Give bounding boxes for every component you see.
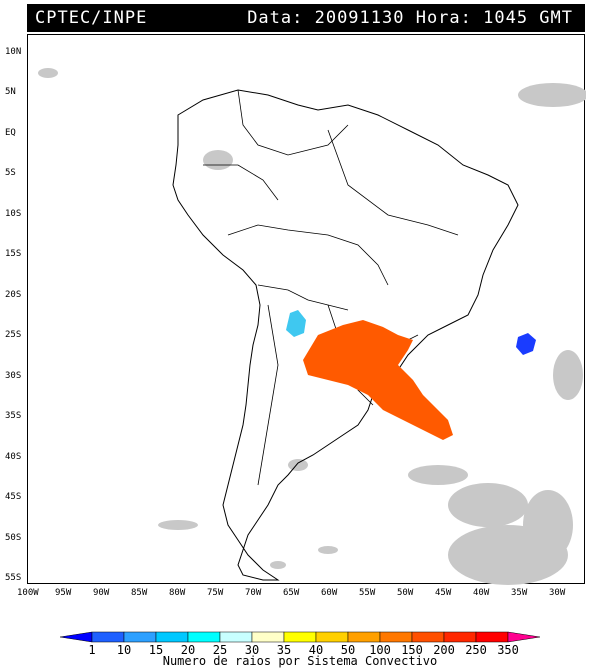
lon-label: 80W bbox=[169, 588, 186, 598]
colorbar bbox=[59, 631, 541, 643]
colorbar-swatch bbox=[347, 631, 381, 643]
colorbar-tick-label: 50 bbox=[340, 643, 356, 657]
lat-label: 10S bbox=[5, 209, 22, 219]
colorbar-swatch bbox=[155, 631, 189, 643]
colorbar-title: Numero de raios por Sistema Convectivo bbox=[162, 654, 438, 668]
colorbar-swatch bbox=[315, 631, 349, 643]
map-header: CPTEC/INPE Data: 20091130 Hora: 1045 GMT bbox=[27, 4, 585, 32]
colorbar-swatch bbox=[283, 631, 317, 643]
colorbar-swatch bbox=[379, 631, 413, 643]
colorbar-tick-label: 30 bbox=[244, 643, 260, 657]
colorbar-swatch bbox=[507, 631, 541, 643]
lon-label: 60W bbox=[321, 588, 338, 598]
south-america-map bbox=[38, 68, 586, 585]
colorbar-tick-label: 200 bbox=[433, 643, 455, 657]
lon-label: 30W bbox=[549, 588, 566, 598]
lon-label: 85W bbox=[131, 588, 148, 598]
colorbar-tick-label: 250 bbox=[465, 643, 487, 657]
colorbar-swatch bbox=[187, 631, 221, 643]
colorbar-tick-label: 100 bbox=[369, 643, 391, 657]
source-label: CPTEC/INPE bbox=[35, 8, 148, 28]
lat-label: 40S bbox=[5, 452, 22, 462]
colorbar-tick-label: 10 bbox=[116, 643, 132, 657]
lat-label: 5N bbox=[5, 87, 16, 97]
orange-system bbox=[303, 320, 453, 440]
lat-label: 20S bbox=[5, 290, 22, 300]
lat-label: 50S bbox=[5, 533, 22, 543]
colorbar-tick-label: 150 bbox=[401, 643, 423, 657]
lon-label: 50W bbox=[397, 588, 414, 598]
lon-label: 35W bbox=[511, 588, 528, 598]
lon-label: 45W bbox=[435, 588, 452, 598]
lat-label: 25S bbox=[5, 330, 22, 340]
cyan-system bbox=[286, 310, 306, 337]
colorbar-swatch bbox=[251, 631, 285, 643]
lon-label: 95W bbox=[55, 588, 72, 598]
lat-label: 30S bbox=[5, 371, 22, 381]
lat-label: 5S bbox=[5, 168, 16, 178]
lat-label: 55S bbox=[5, 573, 22, 583]
lat-label: 15S bbox=[5, 249, 22, 259]
colorbar-swatch bbox=[219, 631, 253, 643]
colorbar-swatch bbox=[59, 631, 93, 643]
lat-label: 35S bbox=[5, 411, 22, 421]
map-panel: 10N 5N EQ 5S 10S 15S 20S 25S 30S 35S 40S… bbox=[5, 34, 586, 585]
blue-system bbox=[516, 333, 536, 355]
lon-label: 70W bbox=[245, 588, 262, 598]
lon-label: 100W bbox=[17, 588, 39, 598]
lat-label: 10N bbox=[5, 47, 22, 57]
country-borders bbox=[203, 89, 459, 486]
colorbar-tick-label: 35 bbox=[276, 643, 292, 657]
lon-label: 75W bbox=[207, 588, 224, 598]
lon-label: 65W bbox=[283, 588, 300, 598]
colorbar-swatch bbox=[475, 631, 509, 643]
colorbar-swatch bbox=[123, 631, 157, 643]
colorbar-tick-label: 20 bbox=[180, 643, 196, 657]
colorbar-tick-label: 40 bbox=[308, 643, 324, 657]
lon-label: 90W bbox=[93, 588, 110, 598]
colorbar-swatch bbox=[443, 631, 477, 643]
lon-label: 40W bbox=[473, 588, 490, 598]
colorbar-tick-label: 15 bbox=[148, 643, 164, 657]
lon-label: 55W bbox=[359, 588, 376, 598]
continent-outline bbox=[172, 89, 519, 581]
colorbar-tick-label: 25 bbox=[212, 643, 228, 657]
colorbar-swatch bbox=[411, 631, 445, 643]
colorbar-tick-label: 350 bbox=[497, 643, 519, 657]
cloud-patches bbox=[38, 68, 586, 585]
colorbar-tick-label: 1 bbox=[88, 643, 96, 657]
lat-label: EQ bbox=[5, 128, 16, 138]
datetime-label: Data: 20091130 Hora: 1045 GMT bbox=[247, 8, 573, 28]
colorbar-swatch bbox=[91, 631, 125, 643]
lat-label: 45S bbox=[5, 492, 22, 502]
